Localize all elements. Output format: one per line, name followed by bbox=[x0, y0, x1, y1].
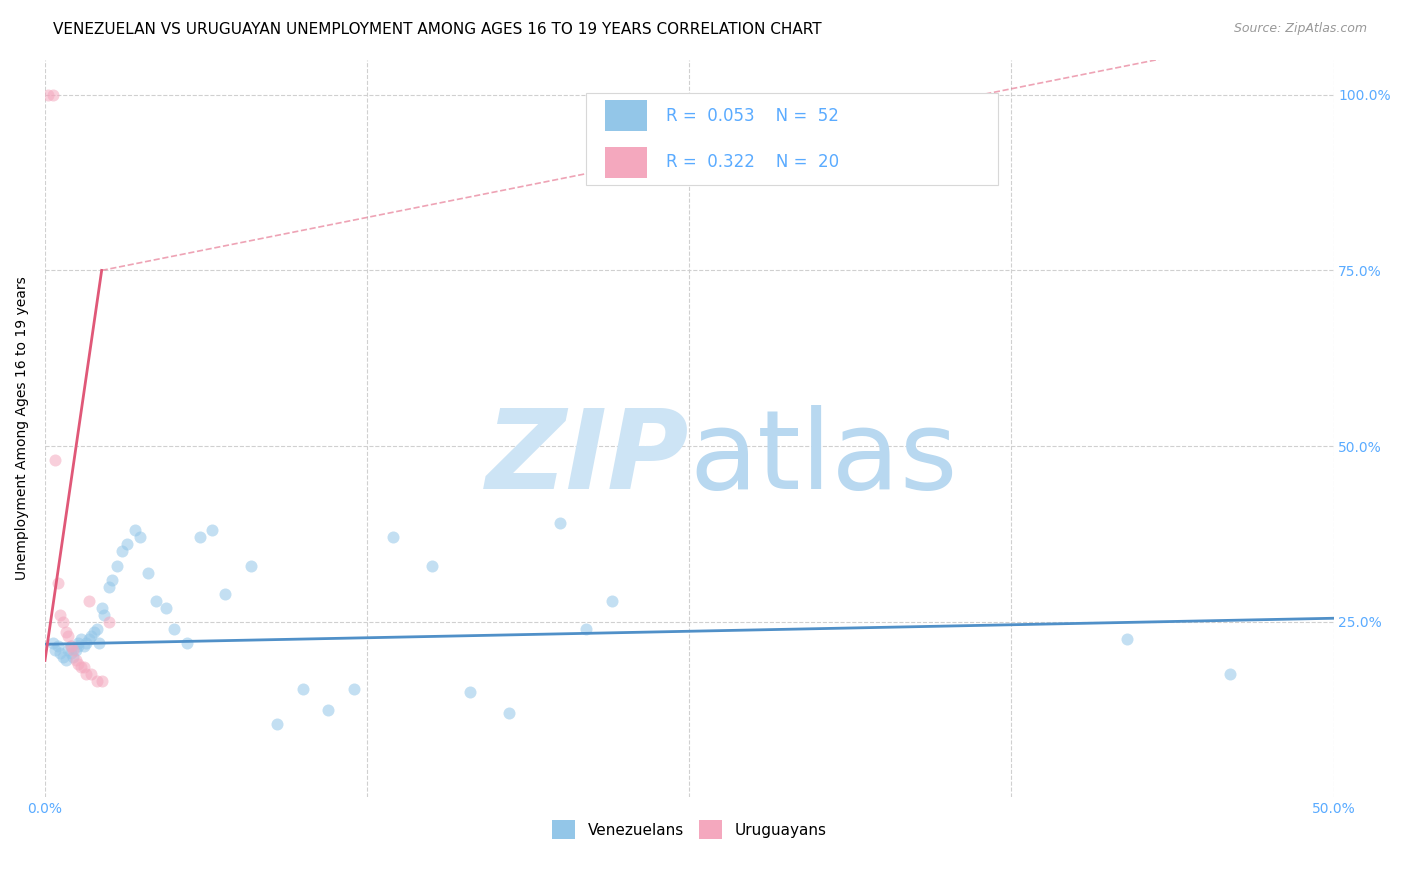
Point bbox=[1116, 632, 1139, 647]
Point bbox=[93, 607, 115, 622]
Point bbox=[44, 643, 66, 657]
Point bbox=[72, 640, 94, 654]
Point bbox=[214, 587, 236, 601]
Point bbox=[44, 453, 66, 467]
Text: atlas: atlas bbox=[689, 405, 957, 511]
Text: R =  0.053    N =  52: R = 0.053 N = 52 bbox=[666, 107, 839, 125]
Point bbox=[87, 636, 110, 650]
Text: VENEZUELAN VS URUGUAYAN UNEMPLOYMENT AMONG AGES 16 TO 19 YEARS CORRELATION CHART: VENEZUELAN VS URUGUAYAN UNEMPLOYMENT AMO… bbox=[53, 22, 823, 37]
Y-axis label: Unemployment Among Ages 16 to 19 years: Unemployment Among Ages 16 to 19 years bbox=[15, 277, 30, 581]
Point bbox=[266, 716, 288, 731]
Point bbox=[65, 643, 87, 657]
Point bbox=[136, 566, 159, 580]
Point bbox=[117, 537, 139, 551]
Point bbox=[1219, 667, 1241, 681]
Point bbox=[498, 706, 520, 720]
Point bbox=[65, 653, 87, 667]
Point bbox=[77, 632, 100, 647]
Text: ZIP: ZIP bbox=[485, 405, 689, 511]
Point bbox=[67, 636, 90, 650]
Text: R =  0.322    N =  20: R = 0.322 N = 20 bbox=[666, 153, 839, 171]
Point bbox=[80, 667, 103, 681]
Point bbox=[59, 647, 82, 661]
Point bbox=[72, 660, 94, 674]
Point bbox=[318, 703, 340, 717]
Point bbox=[67, 657, 90, 671]
Point bbox=[56, 643, 79, 657]
Point bbox=[600, 593, 623, 607]
Point bbox=[77, 593, 100, 607]
Point bbox=[201, 524, 224, 538]
Point bbox=[75, 667, 97, 681]
Point bbox=[98, 580, 121, 594]
Point bbox=[59, 640, 82, 654]
Point bbox=[291, 681, 314, 696]
Point bbox=[343, 681, 366, 696]
Point bbox=[163, 622, 186, 636]
Point bbox=[49, 607, 72, 622]
Point bbox=[67, 640, 90, 654]
Point bbox=[188, 531, 211, 545]
Point bbox=[90, 674, 112, 689]
Point bbox=[90, 600, 112, 615]
Point bbox=[41, 87, 63, 102]
Point bbox=[83, 625, 105, 640]
Point bbox=[145, 593, 167, 607]
Point bbox=[80, 629, 103, 643]
Text: Source: ZipAtlas.com: Source: ZipAtlas.com bbox=[1233, 22, 1367, 36]
Point bbox=[458, 685, 481, 699]
Point bbox=[75, 636, 97, 650]
Point bbox=[176, 636, 198, 650]
Legend: Venezuelans, Uruguayans: Venezuelans, Uruguayans bbox=[546, 814, 832, 845]
Point bbox=[70, 632, 93, 647]
FancyBboxPatch shape bbox=[586, 93, 998, 185]
FancyBboxPatch shape bbox=[606, 100, 647, 131]
Point bbox=[420, 558, 443, 573]
Point bbox=[49, 647, 72, 661]
Point bbox=[86, 622, 108, 636]
Point bbox=[575, 622, 598, 636]
Point bbox=[59, 640, 82, 654]
Point bbox=[124, 524, 146, 538]
Point bbox=[37, 87, 59, 102]
Point bbox=[52, 649, 75, 664]
Point bbox=[70, 660, 93, 674]
Point bbox=[52, 615, 75, 629]
Point bbox=[111, 544, 134, 558]
Point bbox=[86, 674, 108, 689]
Point bbox=[98, 615, 121, 629]
Point bbox=[129, 531, 152, 545]
Point bbox=[155, 600, 177, 615]
Point bbox=[56, 629, 79, 643]
Point bbox=[55, 653, 77, 667]
Point bbox=[55, 625, 77, 640]
Point bbox=[240, 558, 263, 573]
Point bbox=[101, 573, 124, 587]
Point bbox=[105, 558, 128, 573]
Point bbox=[62, 643, 84, 657]
Point bbox=[62, 649, 84, 664]
Point bbox=[381, 531, 404, 545]
Point bbox=[41, 636, 63, 650]
Point bbox=[46, 640, 69, 654]
Point bbox=[46, 576, 69, 591]
FancyBboxPatch shape bbox=[606, 146, 647, 178]
Point bbox=[550, 516, 572, 531]
